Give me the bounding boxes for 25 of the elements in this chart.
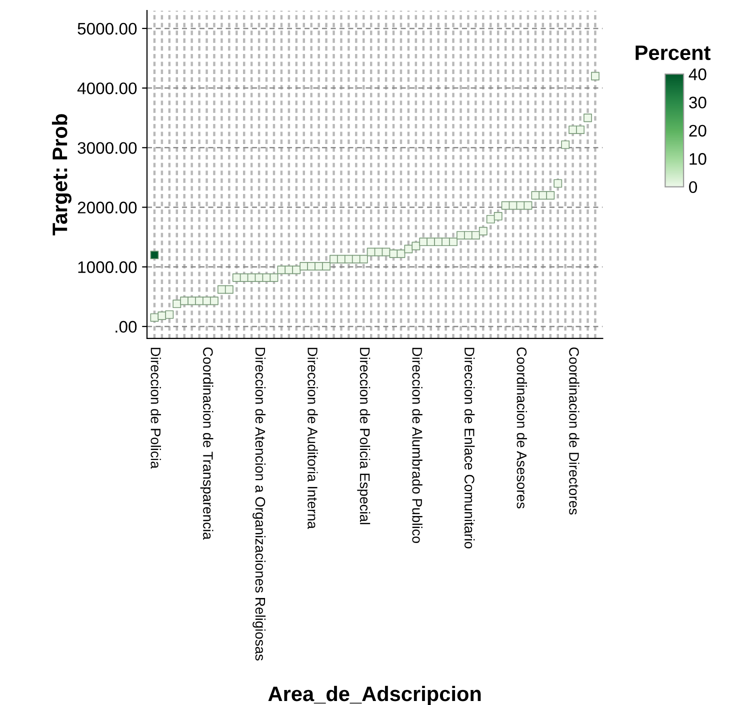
color-bar-label: 10 [690, 153, 706, 165]
x-tick-label: Direccion de Policia Especial [357, 348, 370, 524]
color-bar-label: 40 [688, 68, 706, 80]
point [524, 201, 532, 210]
y-tick-label: 2000.00 [78, 202, 137, 214]
point [150, 250, 159, 260]
x-tick-label: Direccion de Atencion a Organizaciones Religiosas [252, 348, 266, 660]
y-tick-label: 4000.00 [77, 82, 137, 94]
y-axis-title: Target: Prob [52, 114, 72, 236]
x-axis-title: Area_de_Adscripcion [268, 686, 481, 705]
color-bar-label: 30 [689, 96, 706, 108]
color-bar-label: 0 [689, 181, 698, 194]
x-tick-label: Coordinacion de Asesores [516, 347, 527, 508]
x-tick-label: Coordinacion de Transparencia [200, 347, 214, 540]
y-tick-label: 5000.00 [78, 22, 137, 35]
x-tick-label: Direccion de Policia [150, 348, 161, 469]
x-tick-label: Direccion de Alumbrado Publico [412, 348, 422, 544]
x-tick-label: Coordinacion de Directores [569, 347, 580, 515]
color-bar-title: Percent [636, 46, 710, 60]
y-tick-label: 3000.00 [78, 142, 137, 154]
y-tick-label: 1000.00 [78, 261, 137, 274]
color-bar-label: 20 [689, 124, 706, 137]
y-tick-label: .00 [116, 320, 137, 333]
x-tick-label: Direccion de Enlace Comunitario [464, 348, 475, 548]
x-tick-label: Direccion de Auditoria Interna [308, 348, 318, 529]
